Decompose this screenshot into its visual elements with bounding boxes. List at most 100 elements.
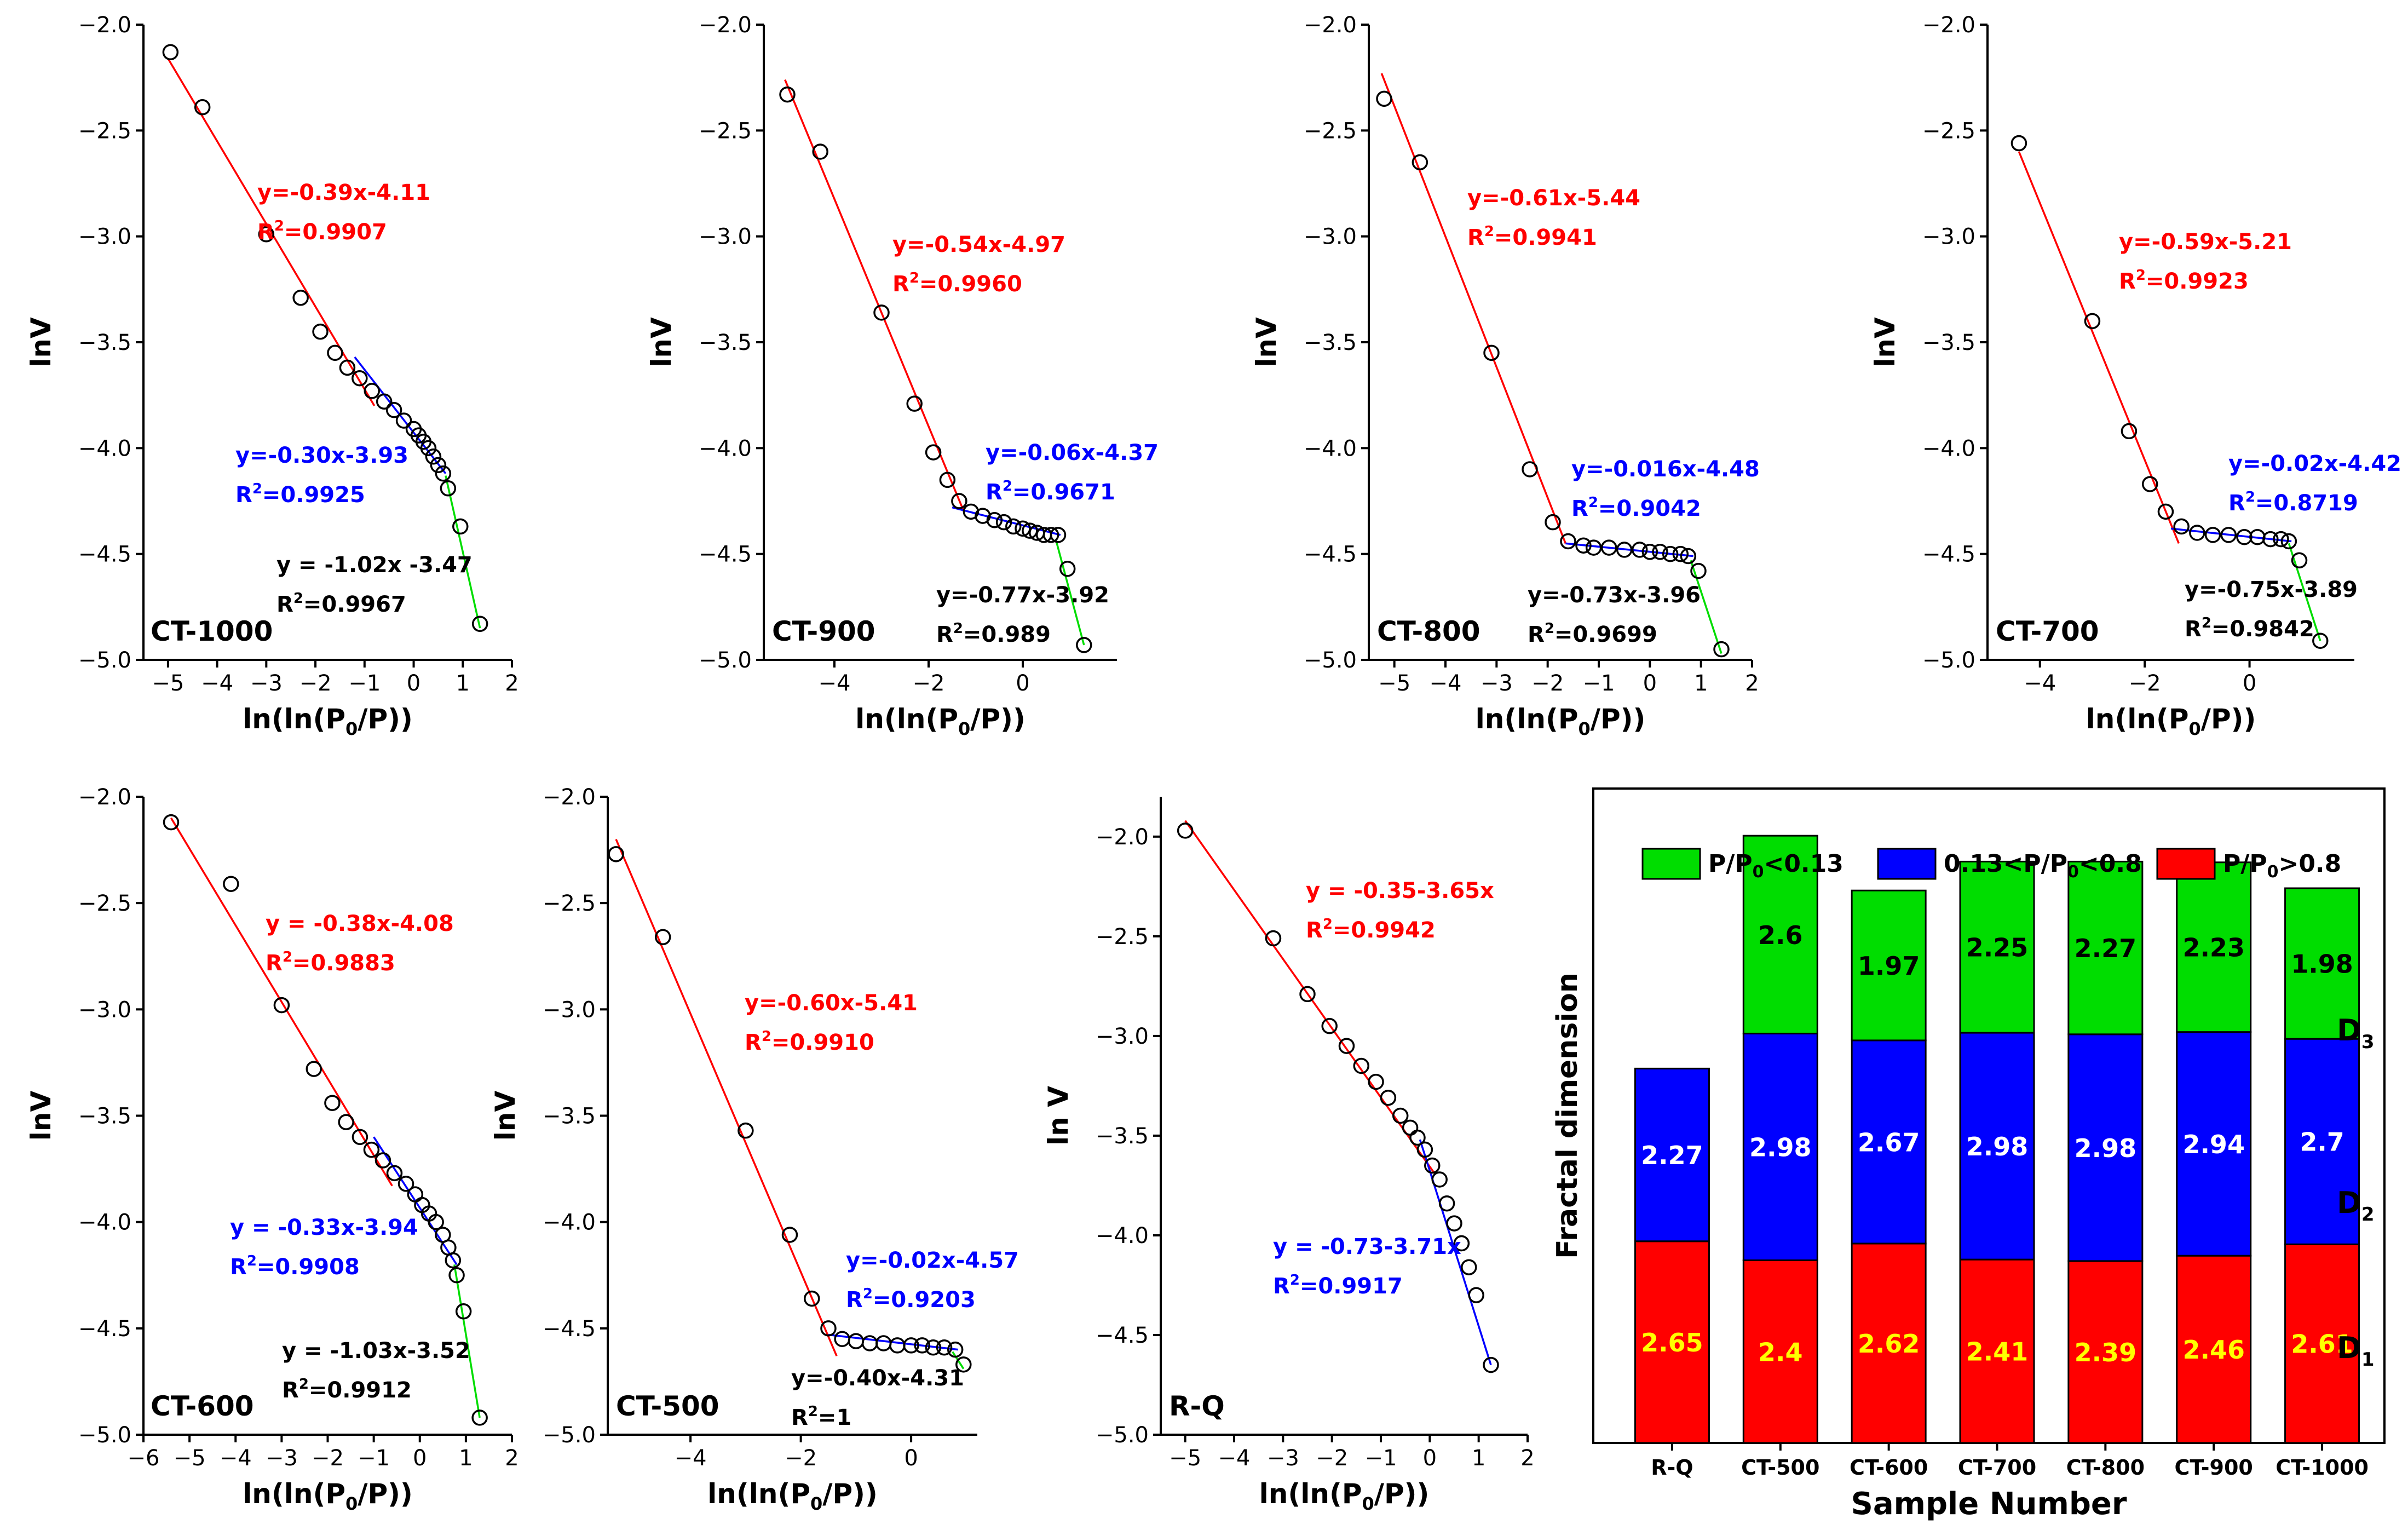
data-point — [1662, 545, 1679, 562]
x-axis-title: Sample Number — [1851, 1486, 2127, 1522]
dimension-tag-subscript: 2 — [2361, 1204, 2375, 1226]
fit-r2-superscript: 2 — [953, 620, 963, 637]
dimension-tag: D2 — [2337, 1186, 2375, 1226]
dimension-tag-subscript: 3 — [2361, 1031, 2375, 1053]
x-axis-title: ln(ln(P0/P)) — [1476, 703, 1646, 739]
data-point — [1600, 539, 1617, 556]
data-point — [258, 226, 275, 243]
fit-r2-symbol: R — [1571, 496, 1588, 521]
fit-r2-symbol: R — [892, 272, 909, 297]
fit-r2-value: =0.9842 — [2211, 617, 2314, 642]
data-point — [1416, 1141, 1433, 1158]
y-axis-title: ln V — [1042, 1086, 1074, 1146]
fit-r2-superscript: 2 — [909, 270, 919, 286]
data-point — [1412, 154, 1428, 171]
y-tick-label: −4.0 — [1922, 436, 1975, 461]
y-tick-label: −2.5 — [1096, 924, 1149, 950]
bar-value-label: 2.67 — [1858, 1127, 1920, 1157]
fit-r2-superscript: 2 — [863, 1286, 873, 1302]
data-point — [1468, 1287, 1484, 1303]
data-point — [925, 444, 942, 461]
data-point — [1483, 1356, 1499, 1373]
fit-r2-symbol: R — [276, 592, 293, 617]
data-point — [914, 1337, 931, 1354]
fit-r2-symbol: R — [745, 1030, 762, 1055]
x-axis-title-part: /P)) — [2201, 703, 2256, 735]
bar-segment — [1634, 1240, 1710, 1444]
data-point — [2189, 525, 2205, 541]
bar-value-label: 1.98 — [2291, 950, 2353, 979]
category-label: CT-900 — [2175, 1456, 2253, 1480]
x-axis-title-part: ln(ln(P — [243, 1478, 345, 1510]
fit-r2-superscript: 2 — [1545, 620, 1554, 637]
fit-r2-symbol: R — [1528, 622, 1545, 647]
x-tick-label: −6 — [128, 1446, 160, 1471]
data-point — [1059, 560, 1076, 577]
data-point — [376, 393, 393, 410]
y-tick-label: −5.0 — [543, 1423, 596, 1448]
bar-segment — [2176, 861, 2252, 1033]
legend-label: 0.13<P/P0<0.8 — [1944, 850, 2142, 882]
x-tick-label: −1 — [358, 1446, 390, 1471]
y-tick-label: −2.0 — [543, 785, 596, 810]
fit-r2: R2=0.9907 — [257, 218, 387, 245]
fit-r2-value: =0.9941 — [1494, 225, 1597, 250]
data-point — [608, 846, 624, 862]
fit-line-red — [615, 838, 838, 1357]
x-tick-label: 1 — [456, 671, 470, 696]
data-point — [292, 290, 309, 306]
data-point — [1177, 822, 1194, 839]
y-tick-label: −2.0 — [699, 13, 752, 38]
data-point — [955, 1356, 972, 1373]
bar-segment — [1742, 835, 1818, 1034]
x-tick-label: 0 — [2243, 671, 2256, 696]
sample-label: CT-500 — [616, 1390, 719, 1422]
legend-swatch — [1641, 848, 1701, 880]
y-tick-label: −4.5 — [1922, 542, 1975, 567]
fit-line-green — [1690, 560, 1723, 654]
panel-ct800: −2.0 −2.5 −3.0 −3.5 −4.0 −4.5 −5.0 −5 −4 −3 −2 −1 0 1… — [1251, 13, 1760, 739]
bar-segment — [2067, 1260, 2144, 1444]
legend-label-part: >0.8 — [2278, 850, 2341, 878]
y-axis-title: lnV — [25, 1090, 57, 1141]
x-tick-label: −3 — [250, 671, 283, 696]
sample-label: R-Q — [1169, 1390, 1225, 1422]
fit-r2-symbol: R — [986, 480, 1003, 505]
data-point — [925, 1339, 942, 1356]
fit-r2-value: =1 — [818, 1405, 851, 1430]
y-tick-label: −3.5 — [1096, 1124, 1149, 1149]
fit-r2-superscript: 2 — [247, 1253, 257, 1269]
category-label: CT-500 — [1741, 1456, 1819, 1480]
fit-r2: R2=0.9203 — [846, 1286, 976, 1313]
x-axis-title-part: ln(ln(P — [1476, 703, 1579, 735]
fit-r2: R2=0.9967 — [276, 590, 406, 617]
bar-value-label: 2.7 — [2300, 1127, 2344, 1157]
x-tick-label: −2 — [2129, 671, 2161, 696]
panel-ct700: −2.0 −2.5 −3.0 −3.5 −4.0 −4.5 −5.0 −4 −2 0 lnV ln(l… — [1869, 13, 2401, 739]
y-tick-label: −2.5 — [543, 891, 596, 916]
x-tick-label: 1 — [1472, 1446, 1485, 1471]
data-point — [2291, 552, 2308, 569]
fit-r2-superscript: 2 — [1290, 1272, 1300, 1288]
legend-swatch — [2156, 848, 2216, 880]
x-tick-label: −2 — [312, 1446, 344, 1471]
y-tick-label: −4.0 — [1096, 1223, 1149, 1249]
fit-equation: y=-0.54x-4.97 — [892, 232, 1065, 257]
fit-r2-symbol: R — [282, 1378, 299, 1403]
x-axis-title-subscript: 0 — [345, 718, 358, 739]
fit-equation: y=-0.016x-4.48 — [1571, 457, 1760, 482]
y-tick-label: −4.0 — [78, 1210, 131, 1235]
legend-label-part: <0.13 — [1764, 850, 1843, 878]
dimension-tag-letter: D — [2337, 1186, 2361, 1220]
y-tick-label: −3.5 — [78, 1104, 131, 1129]
fit-equation: y=-0.02x-4.57 — [846, 1248, 1019, 1273]
data-point — [324, 1095, 341, 1111]
fit-line-green — [445, 475, 481, 629]
y-tick-label: −5.0 — [1096, 1423, 1149, 1448]
data-point — [1713, 641, 1730, 658]
data-point — [1005, 518, 1022, 535]
sample-label: CT-800 — [1377, 615, 1480, 647]
bar-value-label: 2.39 — [2075, 1338, 2137, 1367]
y-tick-label: −2.5 — [1304, 118, 1357, 143]
legend-label: P/P0>0.8 — [2223, 850, 2341, 882]
